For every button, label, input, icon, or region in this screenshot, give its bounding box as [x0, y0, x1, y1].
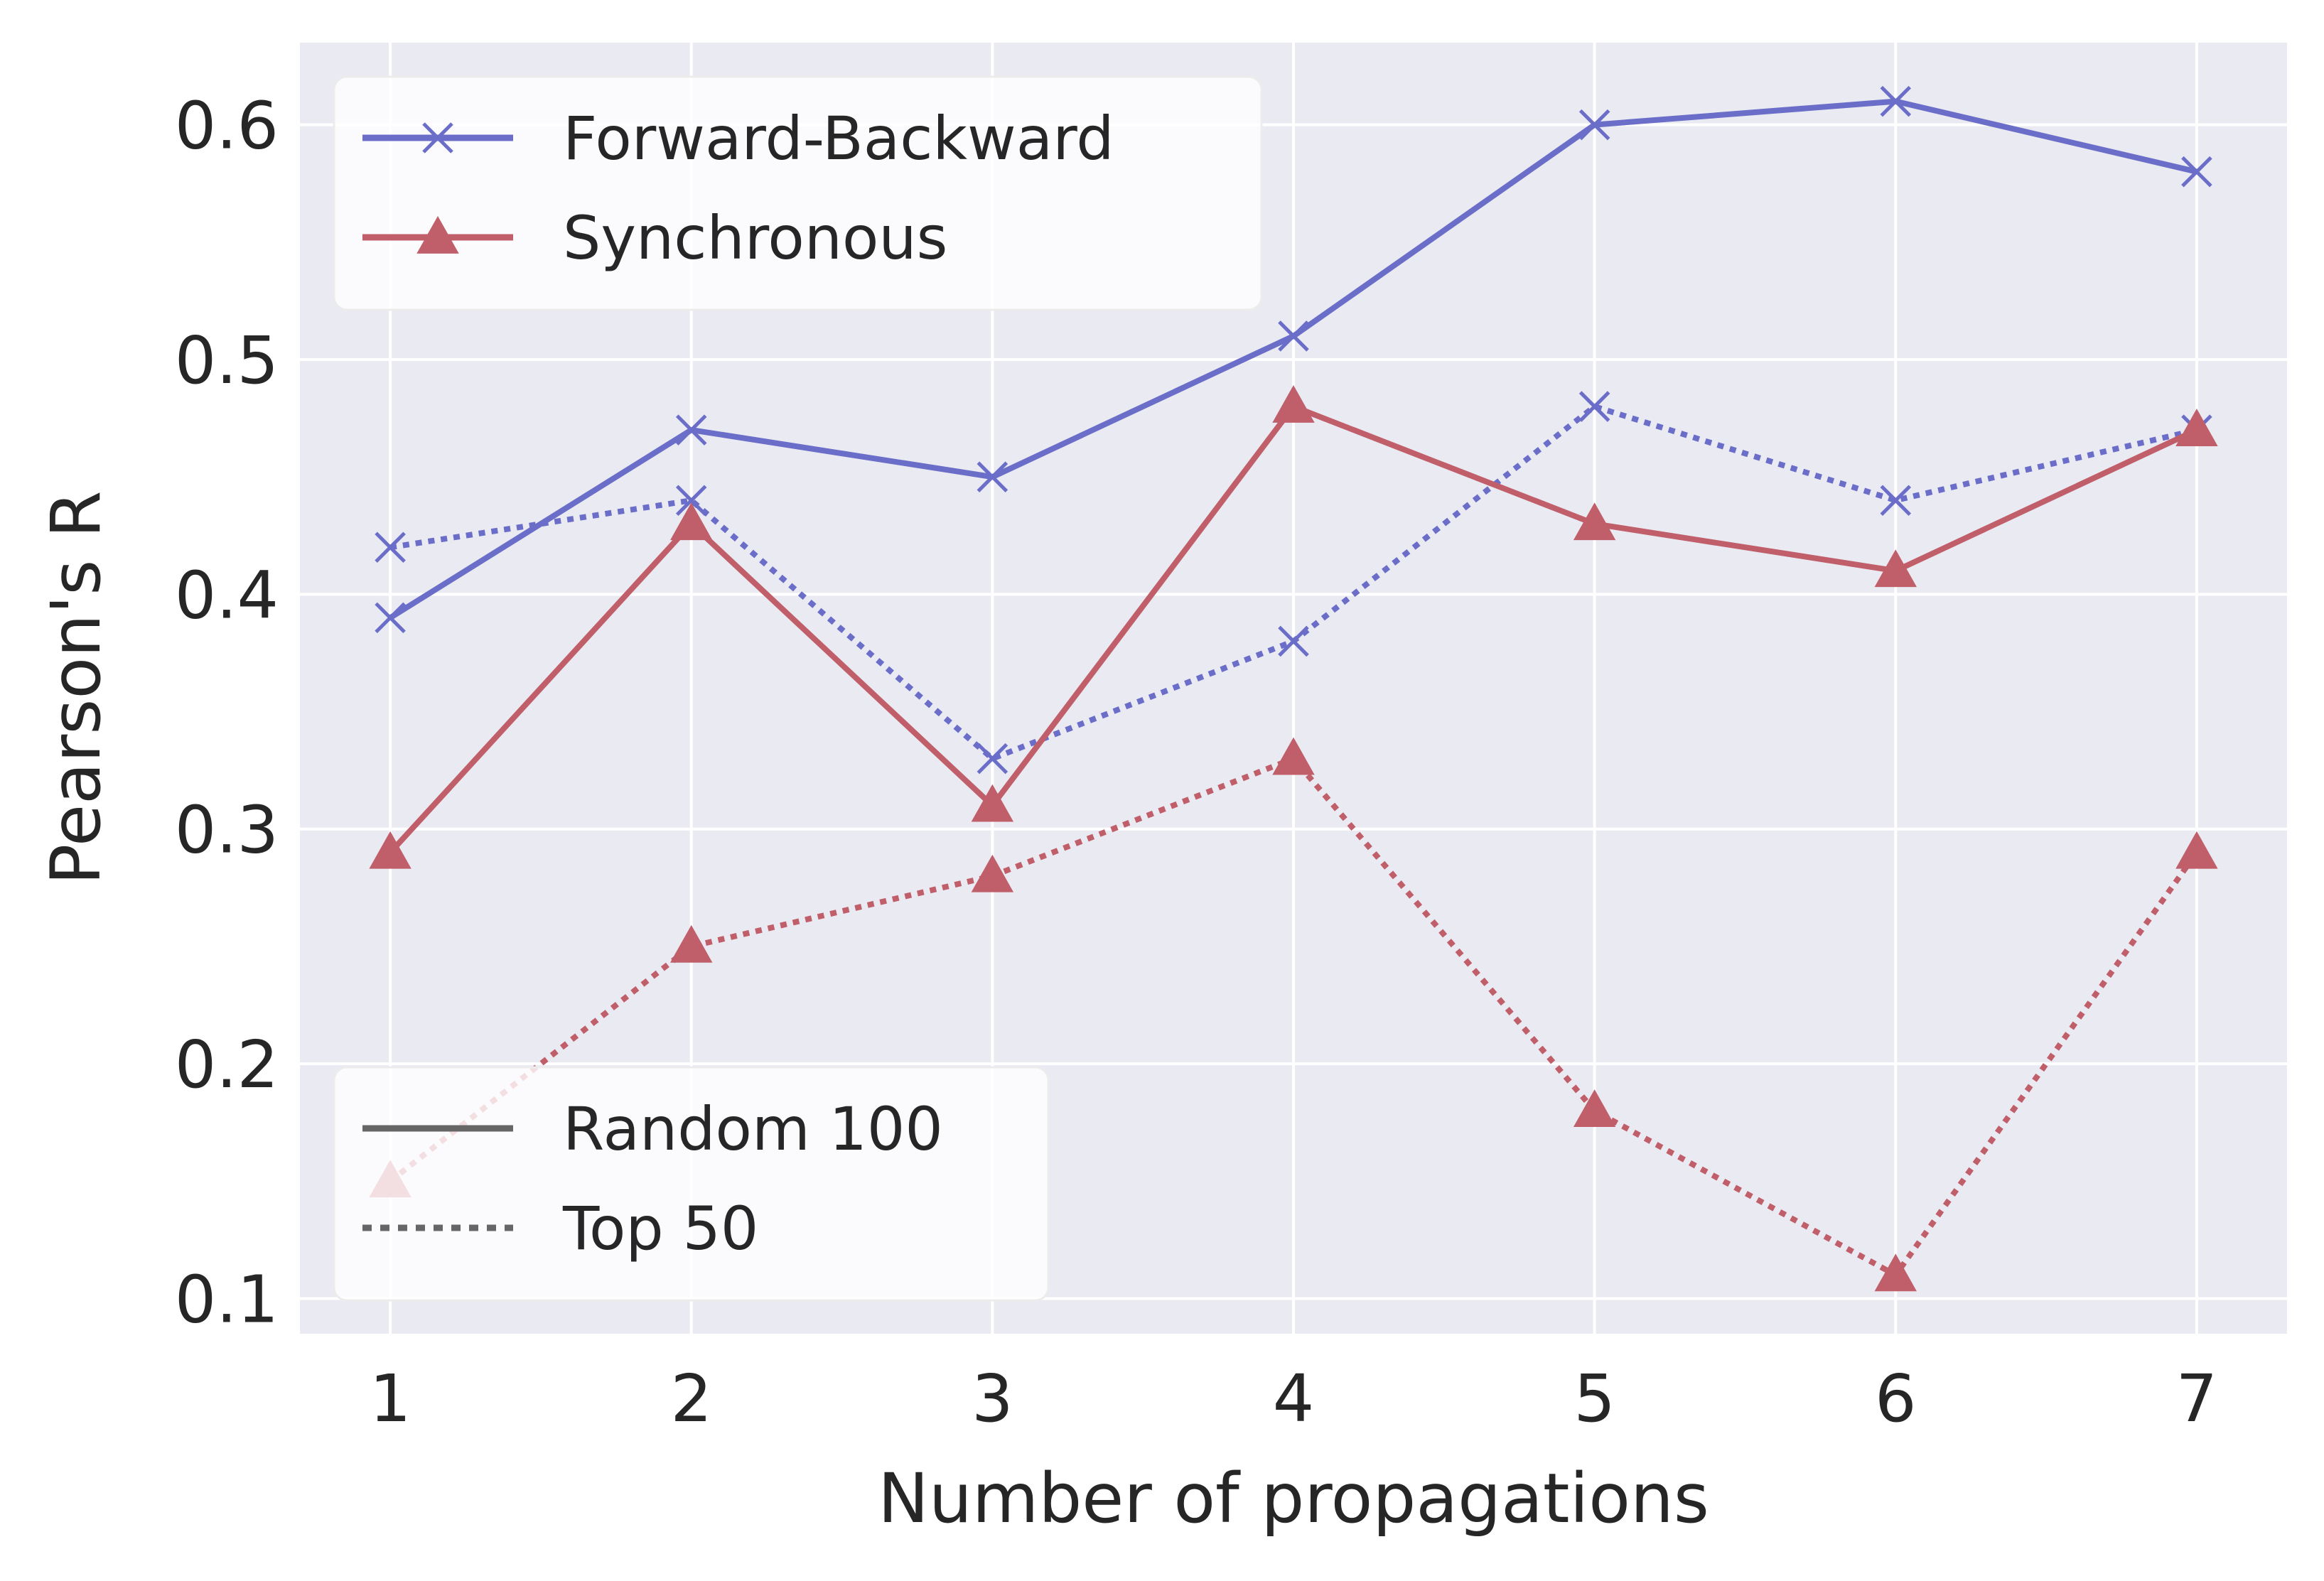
legend-label: Top 50 — [562, 1194, 758, 1263]
series-0 — [375, 85, 2212, 634]
data-point — [977, 743, 1008, 775]
y-tick-label: 0.2 — [175, 1027, 279, 1103]
data-point — [1278, 320, 1309, 352]
data-point — [1880, 85, 1912, 117]
data-point — [1272, 385, 1315, 423]
data-point — [1573, 502, 1616, 541]
x-axis-label: Number of propagations — [878, 1459, 1709, 1538]
legend-label: Random 100 — [563, 1094, 943, 1164]
x-tick-label: 4 — [1273, 1361, 1315, 1437]
data-point — [1578, 109, 1610, 141]
series-2 — [369, 385, 2218, 869]
data-point — [2175, 409, 2218, 446]
legend-marker — [422, 122, 453, 153]
y-tick-label: 0.3 — [175, 792, 279, 868]
y-tick-label: 0.1 — [175, 1261, 279, 1337]
data-point — [1880, 485, 1912, 516]
legend-subset: Random 100 Top 50 — [333, 1066, 1050, 1302]
legend-label: Forward-Backward — [563, 104, 1114, 173]
y-tick-label: 0.6 — [175, 88, 279, 164]
x-tick-label: 3 — [972, 1361, 1013, 1437]
x-tick-label: 6 — [1875, 1361, 1917, 1437]
y-axis-ticks: 0.1 0.2 0.3 0.4 0.5 0.6 — [175, 88, 279, 1338]
data-point — [2175, 831, 2218, 869]
data-point — [1874, 549, 1917, 588]
legend-box — [333, 75, 1263, 311]
data-point — [369, 831, 411, 869]
series-group — [369, 85, 2218, 1292]
y-tick-label: 0.5 — [175, 323, 279, 399]
x-tick-label: 2 — [670, 1361, 712, 1437]
data-point — [375, 602, 406, 634]
data-point — [670, 502, 713, 541]
data-point — [1573, 1089, 1616, 1127]
y-axis-label: Pearson's R — [36, 490, 116, 885]
data-point — [1272, 737, 1315, 775]
x-axis-ticks: 1 2 3 4 5 6 7 — [370, 1361, 2217, 1437]
data-point — [971, 854, 1014, 892]
data-point — [1278, 625, 1309, 657]
data-point — [675, 485, 707, 516]
legend-marker — [416, 215, 459, 254]
data-point — [1874, 1253, 1917, 1292]
x-tick-label: 1 — [370, 1361, 411, 1437]
data-point — [1578, 391, 1610, 422]
x-tick-label: 7 — [2176, 1361, 2218, 1437]
legend-method: Forward-Backward Synchronous — [333, 75, 1263, 311]
data-point — [675, 414, 707, 446]
data-point — [971, 784, 1014, 822]
data-point — [2181, 156, 2212, 188]
y-tick-label: 0.4 — [175, 557, 279, 633]
data-point — [375, 532, 406, 563]
legend-label: Synchronous — [563, 203, 947, 273]
data-point — [977, 461, 1008, 492]
data-point — [670, 924, 713, 963]
x-tick-label: 5 — [1573, 1361, 1615, 1437]
